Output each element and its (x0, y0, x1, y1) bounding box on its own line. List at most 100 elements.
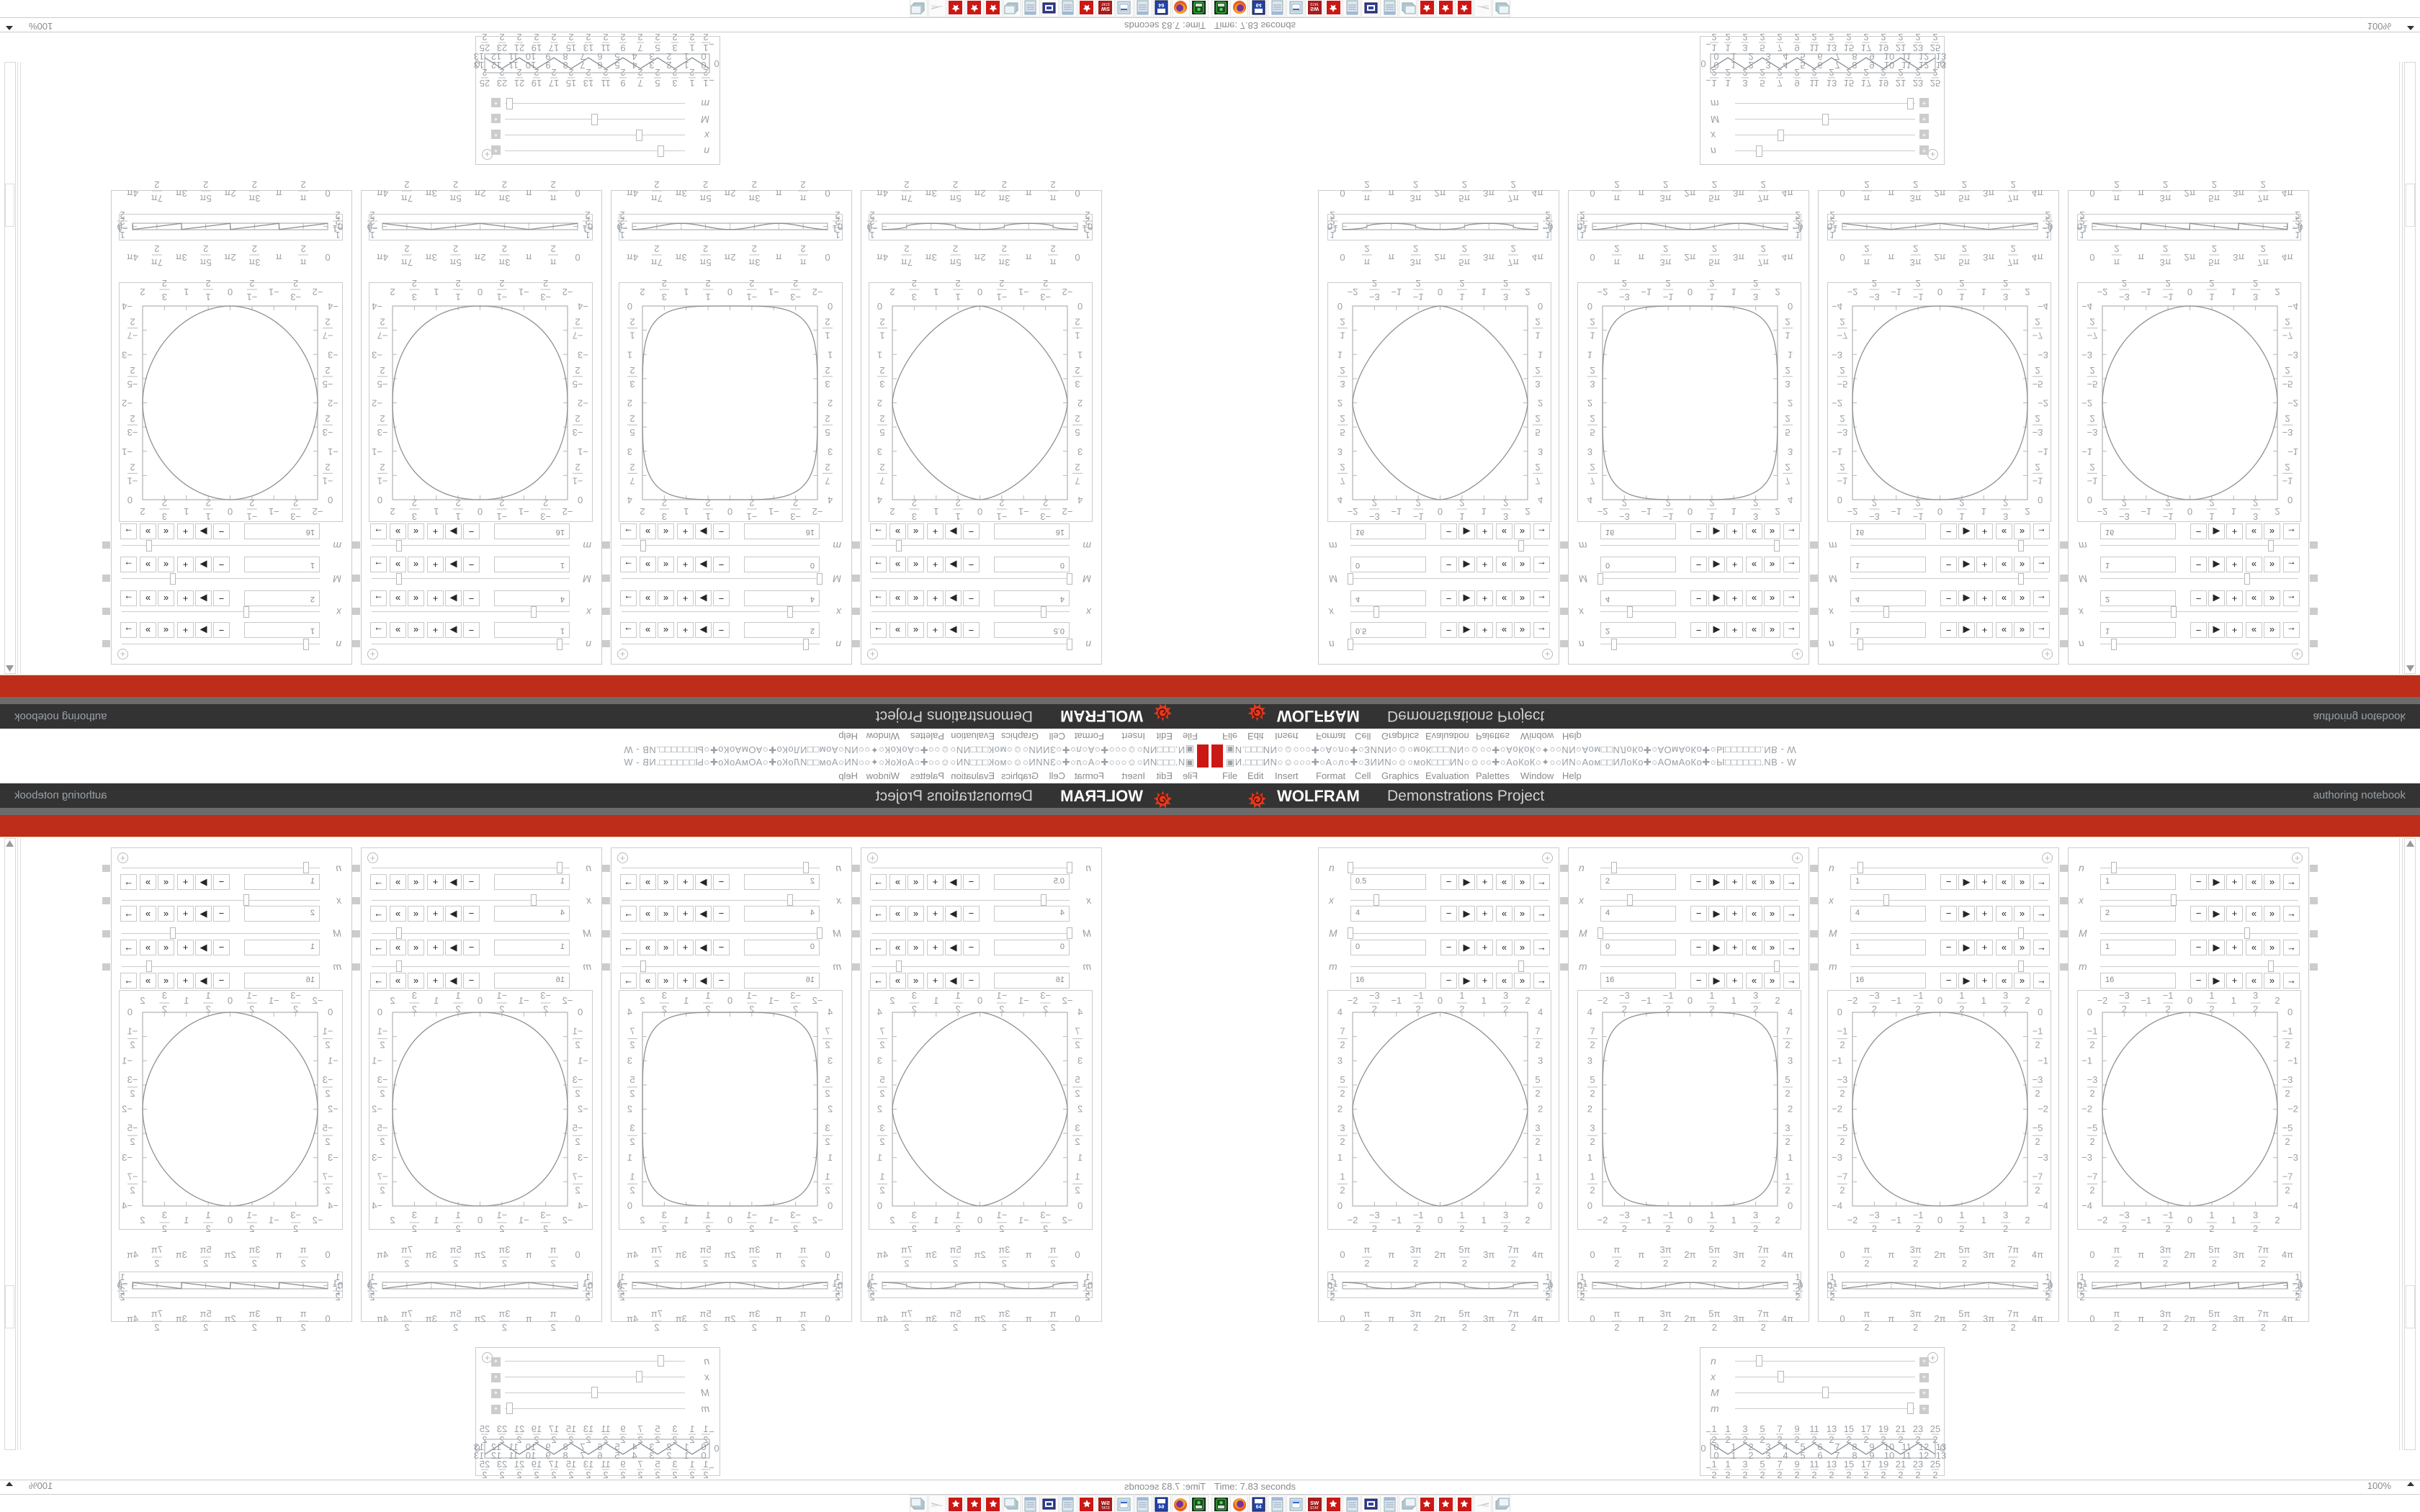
svg-text:5: 5 (1535, 1074, 1540, 1084)
svg-text:2π: 2π (224, 1249, 236, 1260)
svg-text:2: 2 (1372, 498, 1377, 508)
svg-text:2: 2 (956, 278, 961, 289)
svg-text:1: 1 (434, 1215, 439, 1225)
svg-text:1: 1 (877, 1151, 882, 1162)
svg-text:0: 0 (714, 58, 719, 69)
svg-text:2: 2 (499, 32, 504, 42)
svg-text:2: 2 (666, 1450, 671, 1461)
svg-text:2: 2 (1590, 1136, 1595, 1147)
svg-text:−3: −3 (1040, 511, 1051, 522)
svg-text:0: 0 (977, 1215, 982, 1225)
svg-text:−2: −2 (2287, 398, 2298, 409)
svg-text:3: 3 (649, 1450, 654, 1461)
svg-text:2: 2 (2275, 506, 2280, 517)
svg-text:7π: 7π (901, 193, 913, 204)
svg-text:−2: −2 (1062, 1215, 1073, 1225)
svg-text:2: 2 (1775, 506, 1780, 517)
svg-text:−1: −1 (2293, 223, 2303, 234)
svg-text:5π: 5π (949, 193, 961, 204)
svg-text:2: 2 (1503, 498, 1508, 508)
svg-text:2: 2 (1413, 243, 1418, 254)
svg-text:π: π (1388, 188, 1394, 199)
svg-text:2: 2 (2261, 179, 2266, 190)
svg-text:7: 7 (879, 476, 884, 487)
svg-text:−1: −1 (1641, 1215, 1652, 1225)
svg-text:2: 2 (1788, 1103, 1793, 1114)
svg-text:π: π (1638, 1249, 1644, 1260)
svg-text:2: 2 (203, 1258, 208, 1269)
svg-text:0: 0 (1077, 301, 1083, 312)
svg-text:2: 2 (953, 243, 958, 254)
svg-text:2: 2 (1364, 1322, 1369, 1333)
svg-text:5: 5 (879, 1074, 884, 1084)
svg-text:3π: 3π (426, 1313, 437, 1324)
svg-text:0: 0 (1538, 301, 1543, 312)
svg-text:1: 1 (1731, 506, 1736, 517)
svg-text:2: 2 (456, 278, 461, 289)
svg-text:2: 2 (2011, 243, 2016, 254)
svg-text:0: 0 (2187, 1215, 2192, 1225)
svg-text:7π: 7π (2007, 1244, 2019, 1255)
svg-text:5: 5 (1340, 428, 1345, 438)
svg-text:1: 1 (684, 1215, 689, 1225)
svg-text:−1: −1 (996, 1210, 1007, 1220)
svg-text:−2: −2 (1832, 1103, 1842, 1114)
svg-text:23: 23 (497, 78, 507, 89)
svg-text:2: 2 (1725, 1470, 1730, 1480)
svg-text:−3: −3 (1040, 292, 1051, 302)
svg-text:5π: 5π (449, 1244, 461, 1255)
svg-text:1: 1 (456, 511, 461, 522)
svg-text:1: 1 (703, 78, 708, 89)
svg-text:2: 2 (1881, 32, 1886, 42)
svg-text:−: − (709, 1426, 714, 1437)
svg-text:5: 5 (1785, 1074, 1790, 1084)
svg-text:3: 3 (1742, 42, 1747, 53)
svg-text:2: 2 (629, 317, 635, 328)
svg-text:1: 1 (1459, 292, 1464, 302)
svg-text:2: 2 (380, 1039, 385, 1050)
svg-text:2: 2 (1839, 317, 1845, 328)
svg-text:−2: −2 (2038, 1103, 2048, 1114)
svg-text:2: 2 (1416, 498, 1421, 508)
svg-text:3: 3 (912, 1210, 917, 1220)
svg-text:π: π (1050, 1244, 1057, 1255)
svg-text:π: π (800, 257, 807, 268)
svg-text:2: 2 (2212, 243, 2217, 254)
svg-text:0: 0 (1937, 506, 1942, 517)
svg-text:2: 2 (325, 317, 330, 328)
svg-text:7π: 7π (151, 1244, 163, 1255)
svg-text:−1: −1 (1018, 995, 1029, 1006)
svg-text:−3: −3 (1369, 292, 1380, 302)
svg-text:1: 1 (2209, 1210, 2214, 1220)
svg-text:−1: −1 (2163, 990, 2174, 1001)
svg-text:SW: SW (1310, 1500, 1319, 1506)
svg-text:2: 2 (825, 1136, 830, 1147)
svg-text:12: 12 (1919, 1450, 1929, 1461)
svg-text:2: 2 (953, 1322, 958, 1333)
svg-text:7π: 7π (1757, 193, 1769, 204)
svg-text:2: 2 (1761, 1258, 1766, 1269)
svg-text:−1: −1 (996, 292, 1007, 302)
svg-text:2: 2 (1614, 1258, 1619, 1269)
svg-text:1: 1 (629, 1171, 635, 1182)
svg-text:2: 2 (1829, 1292, 1834, 1302)
svg-text:2: 2 (619, 1292, 624, 1302)
svg-text:1: 1 (706, 990, 711, 1001)
svg-text:−2: −2 (2097, 506, 2108, 517)
svg-text:−5: −5 (1837, 1122, 1848, 1133)
svg-text:−3: −3 (573, 1074, 583, 1084)
svg-text:−3: −3 (2033, 1074, 2043, 1084)
svg-text:π: π (550, 1308, 557, 1319)
svg-text:2: 2 (889, 1215, 895, 1225)
svg-text:−1: −1 (1641, 506, 1652, 517)
svg-text:2: 2 (154, 243, 159, 254)
svg-text:2: 2 (2285, 1087, 2290, 1098)
svg-text:7: 7 (1785, 1025, 1790, 1036)
svg-text:0: 0 (1937, 995, 1942, 1006)
svg-text:0: 0 (575, 1249, 580, 1260)
svg-text:8: 8 (563, 51, 568, 62)
svg-text:2: 2 (703, 1258, 708, 1269)
svg-text:−3: −3 (122, 350, 133, 361)
svg-text:3π: 3π (1733, 1313, 1744, 1324)
svg-text:2: 2 (662, 1223, 667, 1234)
